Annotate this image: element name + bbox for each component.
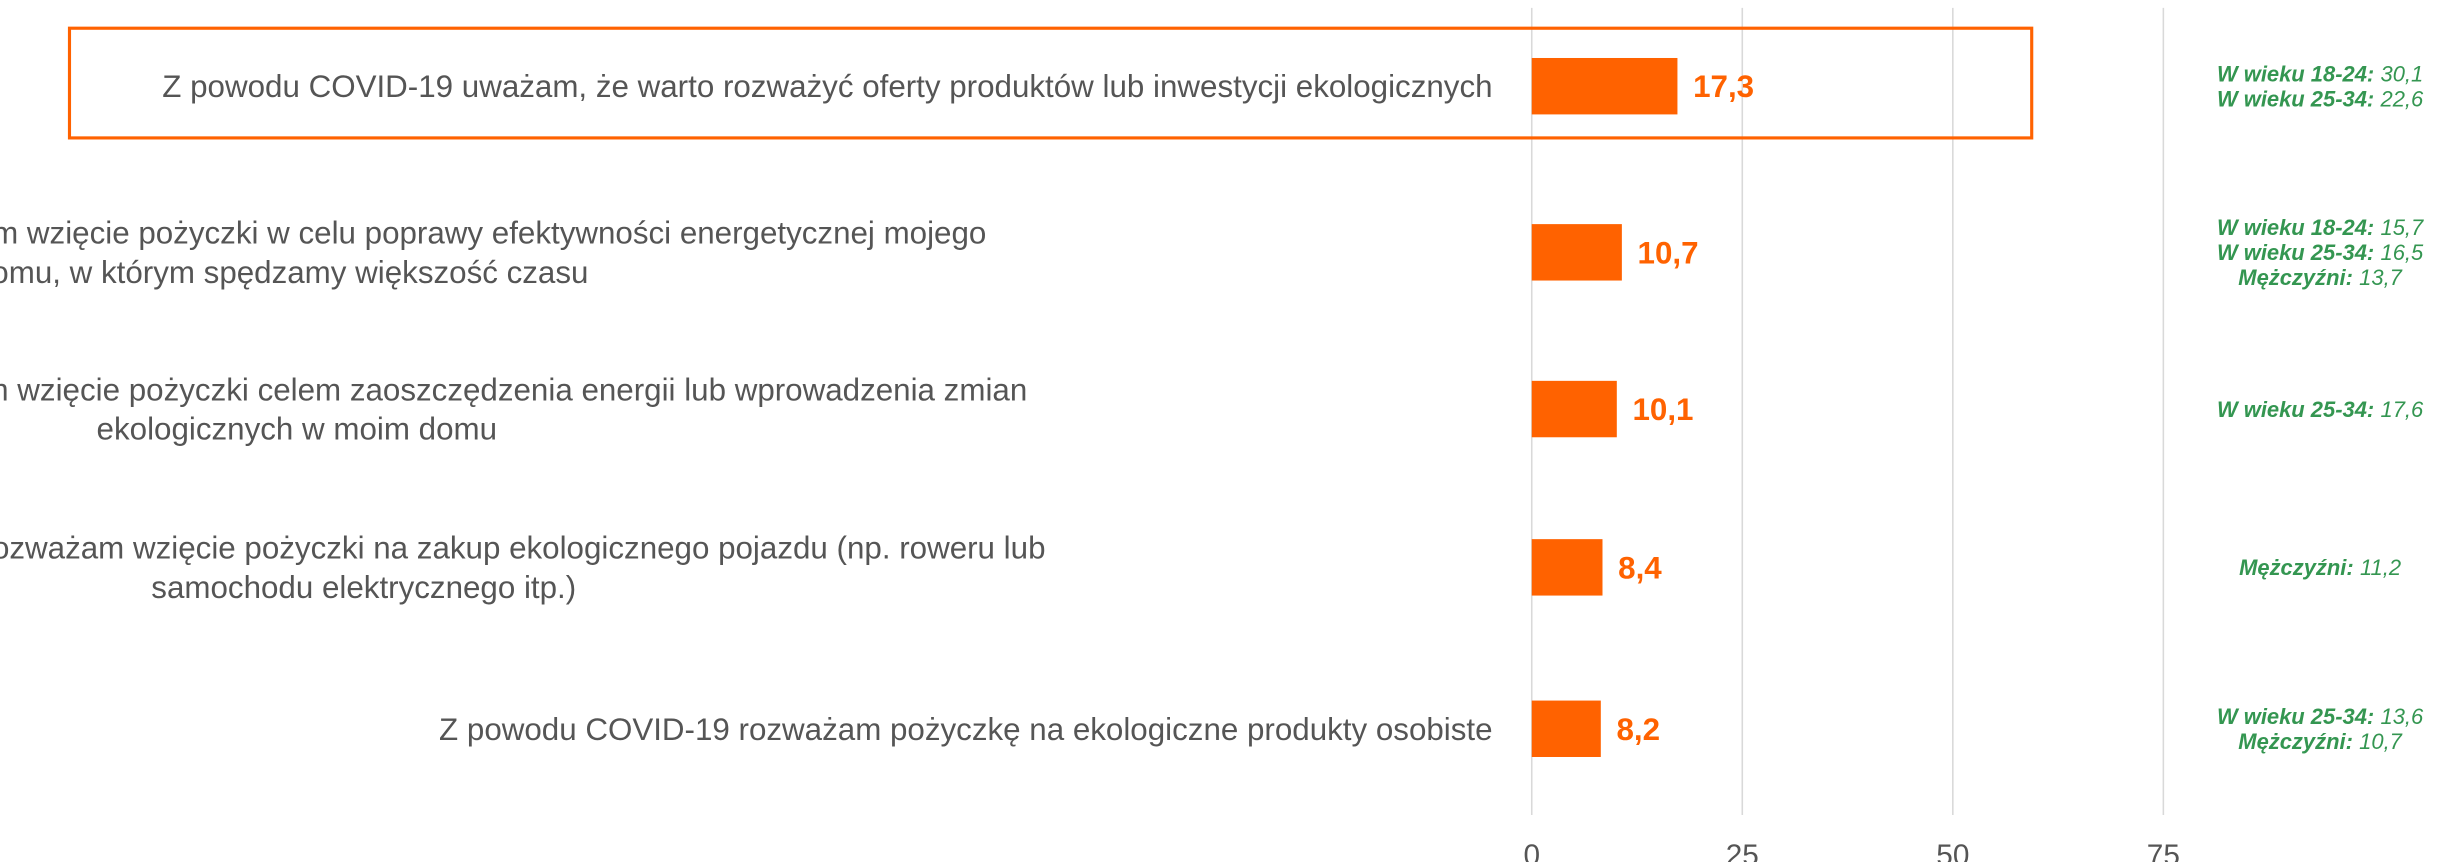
value-label: 10,7 [1638, 235, 1699, 270]
annotation-value: 11,2 [2360, 555, 2401, 580]
annotation-value: 22,6 [2380, 87, 2424, 112]
annotation-value: 10,7 [2359, 729, 2402, 754]
annotation-label: W wieku 18-24: [2217, 215, 2374, 240]
annotation-label: W wieku 18-24: [2217, 61, 2374, 86]
category-label: Z powodu COVID-19 rozważam wzięcie pożyc… [0, 531, 1045, 605]
category-line: samochodu elektrycznego itp.) [151, 570, 576, 605]
category-line: domu, w którym spędzamy większość czasu [0, 255, 588, 290]
value-label: 8,2 [1616, 712, 1660, 747]
annotation-value: 17,6 [2381, 397, 2424, 422]
annotation: W wieku 25-34: 17,6 [2217, 397, 2424, 422]
value-label: 8,4 [1618, 550, 1662, 585]
annotation-value: 13,6 [2381, 704, 2424, 729]
category-line: Z powodu COVID-19 rozważam wzięcie pożyc… [0, 372, 1027, 407]
bar [1531, 700, 1601, 757]
annotation-value: 30,1 [2381, 61, 2424, 86]
bar [1531, 380, 1617, 438]
category-line: Z powodu COVID-19 rozważam pożyczkę na e… [439, 712, 1493, 747]
bar [1531, 224, 1622, 281]
annotation-value: 16,5 [2381, 240, 2424, 265]
x-tick-label: 0 [1523, 839, 1540, 862]
category-line: Z powodu COVID-19 rozważam wzięcie pożyc… [0, 216, 986, 251]
bar [1531, 57, 1678, 115]
x-tick-label: 75 [2147, 839, 2180, 862]
highlight-box [67, 26, 2034, 140]
annotation-label: W wieku 25-34: [2217, 240, 2374, 265]
x-tick-label: 25 [1726, 839, 1759, 862]
annotation: W wieku 25-34: 22,6 [2217, 87, 2424, 112]
category-label: Z powodu COVID-19 rozważam wzięcie pożyc… [0, 216, 986, 290]
annotation: W wieku 18-24: 15,7 [2217, 215, 2424, 240]
annotation-label: Mężczyźni: [2238, 265, 2353, 290]
category-line: ekologicznych w moim domu [97, 412, 497, 447]
category-line: Z powodu COVID-19 rozważam wzięcie pożyc… [0, 531, 1045, 566]
annotation: W wieku 25-34: 16,5 [2217, 240, 2424, 265]
annotation-value: 15,7 [2381, 215, 2424, 240]
category-line: Z powodu COVID-19 uważam, że warto rozwa… [162, 69, 1492, 104]
category-label: Z powodu COVID-19 rozważam wzięcie pożyc… [0, 372, 1027, 446]
annotation: Mężczyźni: 10,7 [2238, 729, 2402, 754]
annotation-label: Mężczyźni: [2239, 555, 2354, 580]
annotation: Mężczyźni: 11,2 [2239, 555, 2401, 580]
annotation: W wieku 25-34: 13,6 [2217, 704, 2424, 729]
value-label: 10,1 [1632, 392, 1693, 427]
category-label: Z powodu COVID-19 uważam, że warto rozwa… [162, 69, 1492, 104]
annotation-label: W wieku 25-34: [2217, 87, 2374, 112]
x-tick-label: 50 [1936, 839, 1969, 862]
annotation-label: Mężczyźni: [2238, 729, 2353, 754]
annotation-value: 13,7 [2359, 265, 2402, 290]
annotation: Mężczyźni: 13,7 [2238, 265, 2402, 290]
annotation-label: W wieku 25-34: [2217, 397, 2374, 422]
annotation: W wieku 18-24: 30,1 [2217, 61, 2423, 86]
category-label: Z powodu COVID-19 rozważam pożyczkę na e… [439, 712, 1493, 747]
bar [1531, 539, 1603, 596]
value-label: 17,3 [1693, 69, 1754, 104]
annotation-label: W wieku 25-34: [2217, 704, 2374, 729]
